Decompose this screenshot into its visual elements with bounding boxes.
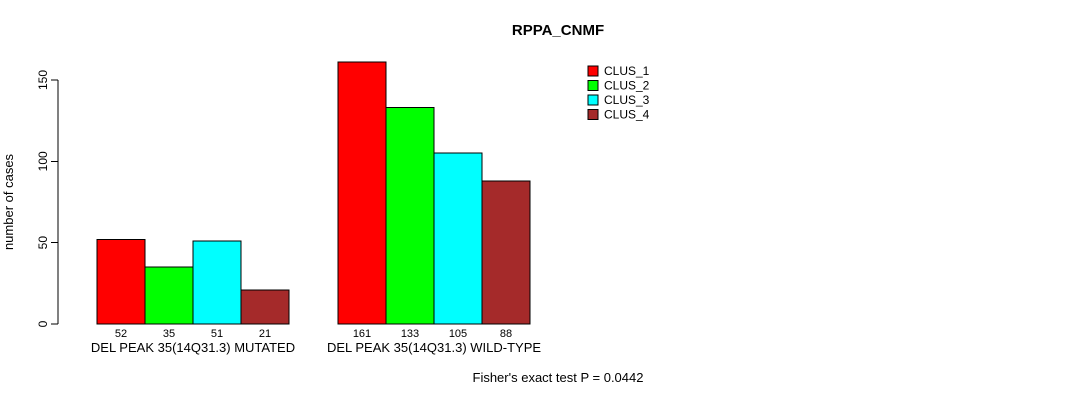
y-axis-tick-label: 50 (36, 236, 50, 250)
chart-title: RPPA_CNMF (512, 22, 604, 39)
bar-value-label: 51 (211, 328, 223, 340)
bar-clus_4 (481, 180, 531, 325)
y-axis-label: number of cases (1, 153, 16, 250)
bar-value-label: 161 (353, 328, 371, 340)
bar-clus_2 (144, 266, 194, 325)
bar-value-label: 105 (449, 328, 467, 340)
legend-swatch-clus_2 (587, 80, 599, 91)
y-axis: 0 50 100 150 (36, 70, 59, 327)
legend-swatch-clus_4 (587, 109, 599, 120)
bar-clus_3 (433, 152, 483, 325)
bar-value-label: 88 (500, 328, 512, 340)
y-axis-tick-label: 100 (36, 151, 50, 171)
legend-label: CLUS_1 (604, 64, 650, 78)
bars-group (96, 61, 531, 325)
y-axis-tick-label: 0 (36, 320, 50, 327)
legend-label: CLUS_4 (604, 108, 650, 122)
x-category-label: DEL PEAK 35(14Q31.3) MUTATED (91, 340, 295, 355)
bar-value-labels: 52 35 51 21 161 133 105 88 (115, 328, 512, 340)
bar-clus_3 (192, 240, 242, 325)
legend-label: CLUS_2 (604, 79, 650, 93)
footer-annotation: Fisher's exact test P = 0.0442 (473, 370, 644, 385)
bar-clus_1 (96, 238, 146, 325)
bar-value-label: 52 (115, 328, 127, 340)
bar-clus_2 (385, 107, 435, 325)
legend-swatch-clus_3 (587, 94, 599, 106)
x-category-label: DEL PEAK 35(14Q31.3) WILD-TYPE (327, 340, 541, 355)
bar-value-label: 21 (259, 328, 271, 340)
bar-clus_1 (337, 61, 387, 325)
x-category-labels: DEL PEAK 35(14Q31.3) MUTATED DEL PEAK 35(… (91, 340, 541, 355)
y-axis-tick-label: 150 (36, 70, 50, 90)
bar-value-label: 133 (401, 328, 419, 340)
bar-value-label: 35 (163, 328, 175, 340)
legend-label: CLUS_3 (604, 93, 650, 107)
bar-clus_4 (240, 289, 290, 325)
legend-swatch-clus_1 (587, 65, 599, 77)
